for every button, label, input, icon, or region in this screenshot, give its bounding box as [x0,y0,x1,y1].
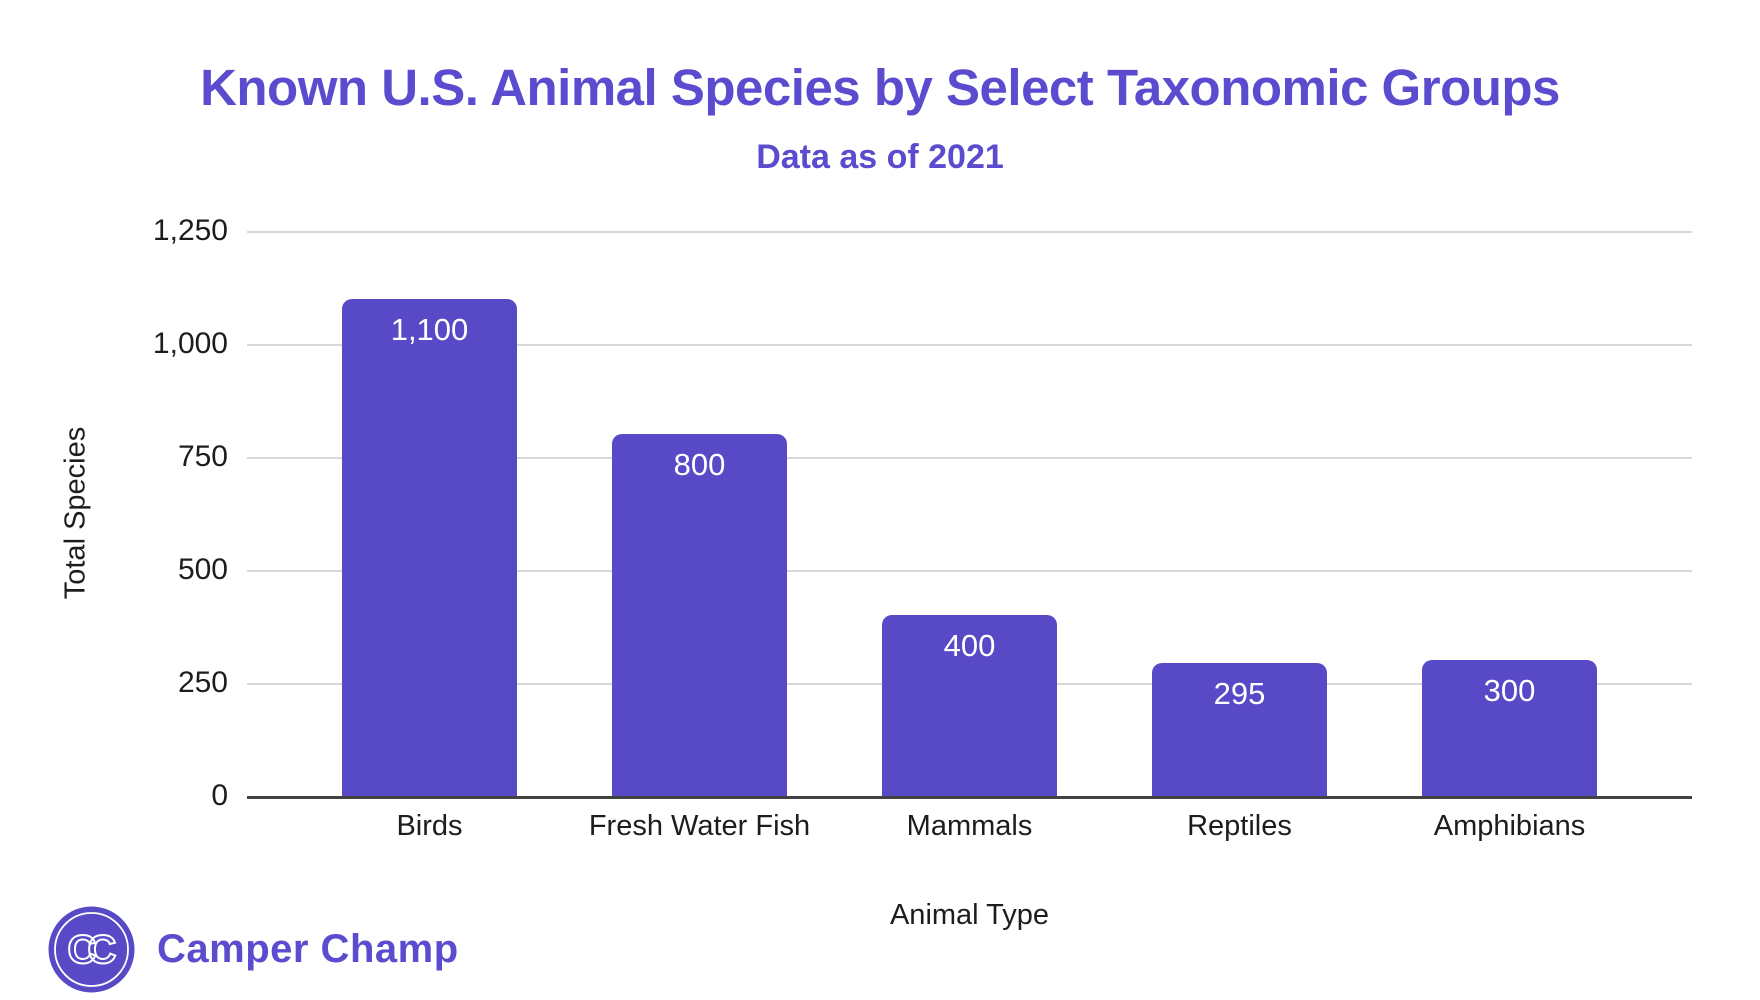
gridline-1250 [247,231,1692,233]
brand-footer: C C Camper Champ [48,905,459,993]
bar-value-label: 300 [1483,673,1536,709]
logo-monogram-c1: C [68,928,97,972]
gridline-1000 [247,344,1692,346]
bar-value-label: 295 [1213,675,1266,711]
bar-value-label: 400 [943,628,996,664]
y-tick-label-1250: 1,250 [152,214,228,247]
gridline-500 [247,570,1692,572]
chart-subtitle: Data as of 2021 [756,138,1004,176]
x-tick-label-mammals: Mammals [906,810,1033,842]
x-tick-label-reptiles: Reptiles [1187,810,1292,842]
logo-monogram-c2: C [88,928,117,972]
y-tick-label-1000: 1,000 [152,327,228,360]
y-tick-label-750: 750 [177,440,228,473]
bar-slot-mammals: 400 [835,231,1105,796]
bar-slot-birds: 1,100 [295,231,565,796]
bar-fresh-water-fish: 800 [612,434,787,796]
x-tick-label-fresh-water-fish: Fresh Water Fish [588,810,811,842]
gridline-750 [247,457,1692,459]
x-axis-title: Animal Type [889,899,1050,931]
bar-slot-reptiles: 295 [1105,231,1375,796]
bar-birds: 1,100 [342,298,517,796]
bar-value-label: 1,100 [390,311,469,347]
plot-area: 1,100 800 400 295 300 [247,231,1692,799]
bar-reptiles: 295 [1152,662,1327,796]
bar-value-label: 800 [673,447,726,483]
chart-title: Known U.S. Animal Species by Select Taxo… [200,59,1560,116]
bar-series: 1,100 800 400 295 300 [247,231,1692,796]
cc-circle-icon: C C [48,906,135,992]
y-tick-label-500: 500 [177,553,228,586]
bar-mammals: 400 [882,615,1057,796]
brand-name: Camper Champ [157,926,459,971]
bar-slot-fresh-water-fish: 800 [565,231,835,796]
y-tick-label-250: 250 [177,666,228,699]
y-tick-label-0: 0 [211,779,228,812]
bar-amphibians: 300 [1422,660,1597,796]
bar-slot-amphibians: 300 [1375,231,1645,796]
x-tick-label-birds: Birds [396,810,463,842]
x-axis-tick-labels: Birds Fresh Water Fish Mammals Reptiles Amph… [247,808,1692,844]
x-tick-label-amphibians: Amphibians [1433,810,1586,842]
